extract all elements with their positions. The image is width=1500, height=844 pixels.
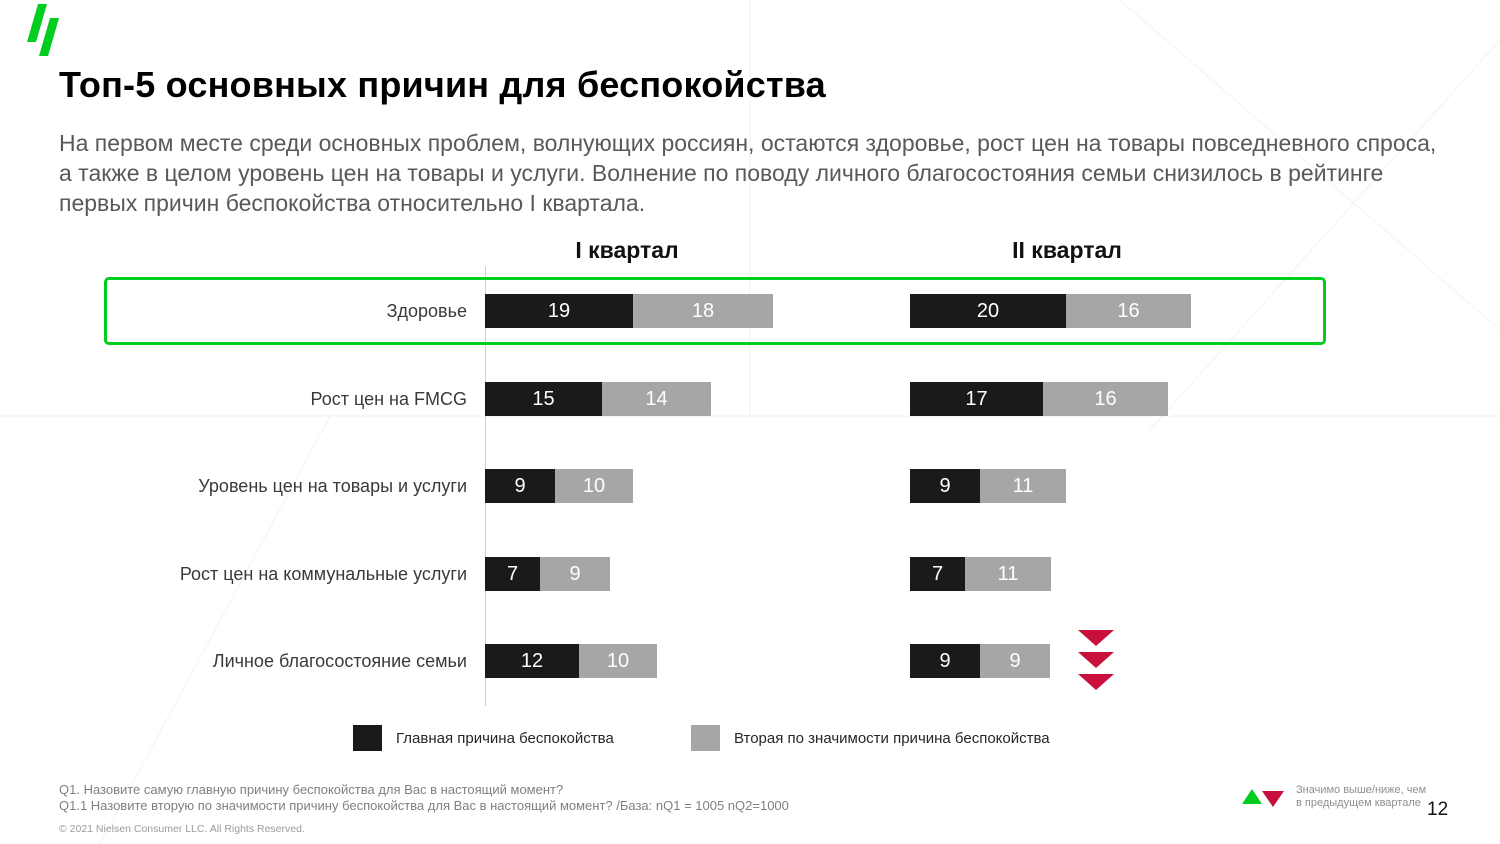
- bar-segment-q1-main: 12: [485, 644, 579, 678]
- bar-segment-q2-second: 16: [1066, 294, 1191, 328]
- bar-segment-q2-main: 9: [910, 469, 980, 503]
- category-label: Рост цен на коммунальные услуги: [179, 564, 467, 584]
- down-triangle-icon: [1262, 791, 1284, 807]
- bar-segment-q1-second: 14: [602, 382, 711, 416]
- bar-segment-q1-main: 19: [485, 294, 633, 328]
- bar-segment-q2-second: 11: [980, 469, 1066, 503]
- nielsen-logo-icon: [27, 4, 59, 56]
- page-number: 12: [1427, 799, 1449, 820]
- bar-segment-q2-main: 9: [910, 644, 980, 678]
- bar-segment-q2-main: 17: [910, 382, 1043, 416]
- bar-segment-q2-main: 20: [910, 294, 1066, 328]
- slide-subtitle: На первом месте среди основных проблем, …: [59, 130, 1437, 216]
- legend-swatch-main-icon: [353, 725, 382, 751]
- copyright: © 2021 Nielsen Consumer LLC. All Rights …: [59, 823, 305, 835]
- legend-label-second: Вторая по значимости причина беспокойств…: [734, 729, 1050, 747]
- category-label: Уровень цен на товары и услуги: [198, 476, 467, 496]
- category-label: Рост цен на FMCG: [310, 389, 467, 409]
- down-triangle-icon: [1078, 652, 1114, 668]
- bar-segment-q1-main: 15: [485, 382, 602, 416]
- legend-item-second: Вторая по значимости причина беспокойств…: [691, 725, 1050, 751]
- significance-legend: Значимо выше/ниже, чем в предыдущем квар…: [1242, 784, 1426, 810]
- bar-segment-q1-main: 7: [485, 557, 540, 591]
- significance-note: Значимо выше/ниже, чем в предыдущем квар…: [1296, 784, 1426, 810]
- quarter-2-header: II квартал: [1012, 237, 1122, 263]
- bar-segment-q2-main: 7: [910, 557, 965, 591]
- category-label: Личное благосостояние семьи: [212, 651, 467, 671]
- quarter-1-header: I квартал: [575, 237, 679, 263]
- bar-segment-q2-second: 11: [965, 557, 1051, 591]
- slide-title: Топ-5 основных причин для беспокойства: [59, 64, 826, 105]
- footnote-line-1: Q1. Назовите самую главную причину беспо…: [59, 782, 564, 797]
- bar-segment-q1-second: 10: [555, 469, 633, 503]
- bar-segment-q1-second: 10: [579, 644, 657, 678]
- up-triangle-icon: [1242, 789, 1262, 804]
- footnote-line-2: Q1.1 Назовите вторую по значимости причи…: [59, 798, 789, 813]
- category-label: Здоровье: [386, 301, 467, 321]
- down-triangle-icon: [1078, 630, 1114, 646]
- significance-note-line-2: в предыдущем квартале: [1296, 797, 1421, 809]
- bar-segment-q1-second: 18: [633, 294, 773, 328]
- significance-note-line-1: Значимо выше/ниже, чем: [1296, 784, 1427, 796]
- legend-label-main: Главная причина беспокойства: [396, 729, 614, 747]
- down-triangle-icon: [1078, 674, 1114, 690]
- significant-decrease-markers: [1078, 630, 1114, 690]
- bar-segment-q2-second: 16: [1043, 382, 1168, 416]
- footnote: Q1. Назовите самую главную причину беспо…: [59, 782, 789, 814]
- legend-item-main: Главная причина беспокойства: [353, 725, 614, 751]
- legend-swatch-second-icon: [691, 725, 720, 751]
- bar-segment-q1-second: 9: [540, 557, 610, 591]
- bar-segment-q2-second: 9: [980, 644, 1050, 678]
- bar-segment-q1-main: 9: [485, 469, 555, 503]
